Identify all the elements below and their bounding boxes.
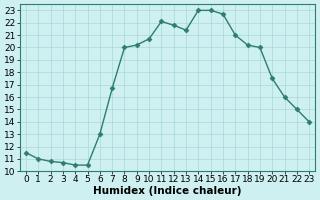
X-axis label: Humidex (Indice chaleur): Humidex (Indice chaleur) [93, 186, 242, 196]
